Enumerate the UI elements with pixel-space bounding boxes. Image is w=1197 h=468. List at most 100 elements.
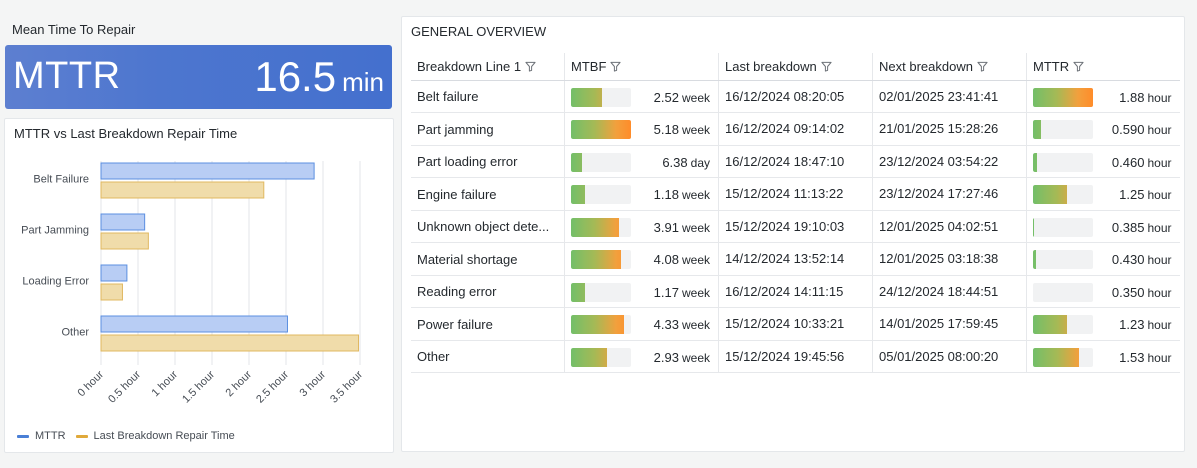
x-tick-label: 3 hour [298,368,329,399]
filter-icon[interactable] [821,61,832,72]
mtbf-cell: 2.52 week [564,80,719,113]
y-category-label: Belt Failure [33,174,89,186]
mtbf-cell: 5.18 week [564,112,719,146]
breakdown-name-cell: Power failure [411,307,565,341]
mtbf-cell: 1.18 week [564,177,719,211]
header-mtbf[interactable]: MTBF [564,53,719,81]
next-breakdown-cell: 05/01/2025 08:00:20 [872,340,1027,373]
mtbf-unit: week [681,220,710,235]
mttr-value: 0.590 hour [1112,122,1172,137]
legend-item-mttr[interactable]: MTTR [17,430,66,442]
stat-unit: min [342,67,384,97]
mttr-gauge-track [1033,120,1093,139]
mtbf-gauge-fill [571,315,624,334]
mttr-gauge-fill [1033,185,1068,204]
mttr-number: 1.88 [1119,89,1145,105]
mttr-unit: hour [1147,220,1172,235]
table-row[interactable]: Unknown object dete... 3.91 week 15/12/2024… [411,210,1180,243]
bar-mttr [100,162,315,180]
mttr-value: 0.385 hour [1112,220,1172,235]
mttr-gauge-track [1033,87,1093,107]
table-row[interactable]: Belt failure 2.52 week 16/12/2024 08:20:05 0… [411,80,1180,113]
general-overview-panel: GENERAL OVERVIEW Breakdown Line 1 MTBF L… [401,16,1185,452]
header-label: Breakdown Line 1 [417,58,522,74]
mtbf-unit: week [681,318,710,332]
mtbf-unit: week [681,350,710,365]
header-label: MTBF [571,58,607,74]
header-breakdown-line[interactable]: Breakdown Line 1 [411,53,565,81]
mtbf-unit: week [681,123,710,137]
filter-icon[interactable] [1073,61,1084,72]
mtbf-unit: day [690,155,710,170]
mttr-number: 0.385 [1111,219,1145,235]
mttr-gauge-fill [1033,87,1093,107]
last-breakdown-cell: 16/12/2024 18:47:10 [718,145,873,178]
breakdown-name: Reading error [417,284,497,300]
mtbf-gauge-track [571,347,631,367]
stat-label: MTTR [13,55,121,97]
mtbf-value: 1.17 week [654,285,710,300]
mttr-value: 0.460 hour [1112,155,1172,170]
mtbf-unit: week [681,285,710,300]
legend-item-last-repair[interactable]: Last Breakdown Repair Time [75,430,235,442]
y-category-label: Other [61,327,89,339]
mttr-unit: hour [1147,350,1172,365]
table-row[interactable]: Part jamming 5.18 week 16/12/2024 09:14:02 2… [411,112,1180,146]
x-tick-label: 2.5 hour [254,368,291,405]
breakdown-name: Belt failure [417,89,479,105]
last-breakdown-cell: 15/12/2024 19:45:56 [718,340,873,373]
mtbf-value: 5.18 week [654,122,710,137]
mttr-unit: hour [1147,253,1172,267]
mtbf-value: 2.93 week [654,350,710,365]
bar-last-repair [100,232,149,250]
last-breakdown-cell: 15/12/2024 10:33:21 [718,307,873,341]
next-breakdown-cell: 23/12/2024 17:27:46 [872,177,1027,211]
overview-table: Breakdown Line 1 MTBF Last breakdown Nex… [411,53,1180,373]
table-row[interactable]: Power failure 4.33 week 15/12/2024 10:33:21… [411,307,1180,341]
table-row[interactable]: Other 2.93 week 15/12/2024 19:45:56 05/01/20… [411,340,1180,373]
mtbf-cell: 6.38 day [564,145,719,178]
mtbf-number: 3.91 [653,219,679,235]
mttr-value: 1.53 hour [1119,350,1171,365]
mtbf-gauge-track [571,282,631,302]
header-label: Last breakdown [725,58,817,74]
mtbf-number: 2.93 [653,349,679,365]
last-breakdown-cell: 16/12/2024 14:11:15 [718,275,873,308]
mtbf-gauge-fill [571,152,582,172]
table-row[interactable]: Engine failure 1.18 week 15/12/2024 11:13:2… [411,177,1180,211]
mtbf-gauge-fill [571,347,607,367]
header-mttr[interactable]: MTTR [1026,53,1180,81]
stat-value: 16.5 min [254,53,384,101]
mtbf-number: 1.17 [653,284,679,300]
next-breakdown-cell: 12/01/2025 03:18:38 [872,242,1027,276]
mttr-gauge-fill [1033,250,1036,269]
table-row[interactable]: Part loading error 6.38 day 16/12/2024 18:4… [411,145,1180,178]
mttr-number: 1.53 [1119,349,1145,365]
table-header-row: Breakdown Line 1 MTBF Last breakdown Nex… [411,53,1180,81]
filter-icon[interactable] [525,61,536,72]
mttr-number: 1.25 [1119,187,1145,202]
header-last-breakdown[interactable]: Last breakdown [718,53,873,81]
mttr-cell: 0.385 hour [1026,210,1180,243]
mttr-unit: hour [1147,90,1172,105]
legend-swatch-mttr [17,434,29,438]
mtbf-cell: 4.33 week [564,307,719,341]
table-row[interactable]: Material shortage 4.08 week 14/12/2024 13:5… [411,242,1180,276]
mttr-gauge-track [1033,347,1093,367]
mttr-number: 0.590 [1111,122,1145,137]
mttr-gauge-track [1033,152,1093,172]
mtbf-number: 2.52 [653,89,679,105]
breakdown-name-cell: Engine failure [411,177,565,211]
mtbf-number: 1.18 [653,187,679,202]
filter-icon[interactable] [610,61,621,72]
mttr-value: 1.23 hour [1119,317,1171,332]
mttr-value: 0.350 hour [1112,285,1172,300]
header-next-breakdown[interactable]: Next breakdown [872,53,1027,81]
filter-icon[interactable] [977,61,988,72]
breakdown-name-cell: Other [411,340,565,373]
mtbf-value: 2.52 week [654,90,710,105]
mtbf-number: 4.08 [653,252,679,267]
bar-chart: 0 hour 0.5 hour 1 hour 1.5 hour 2 hour 2.5 ho… [21,161,365,406]
table-row[interactable]: Reading error 1.17 week 16/12/2024 14:11:15… [411,275,1180,308]
mtbf-cell: 4.08 week [564,242,719,276]
